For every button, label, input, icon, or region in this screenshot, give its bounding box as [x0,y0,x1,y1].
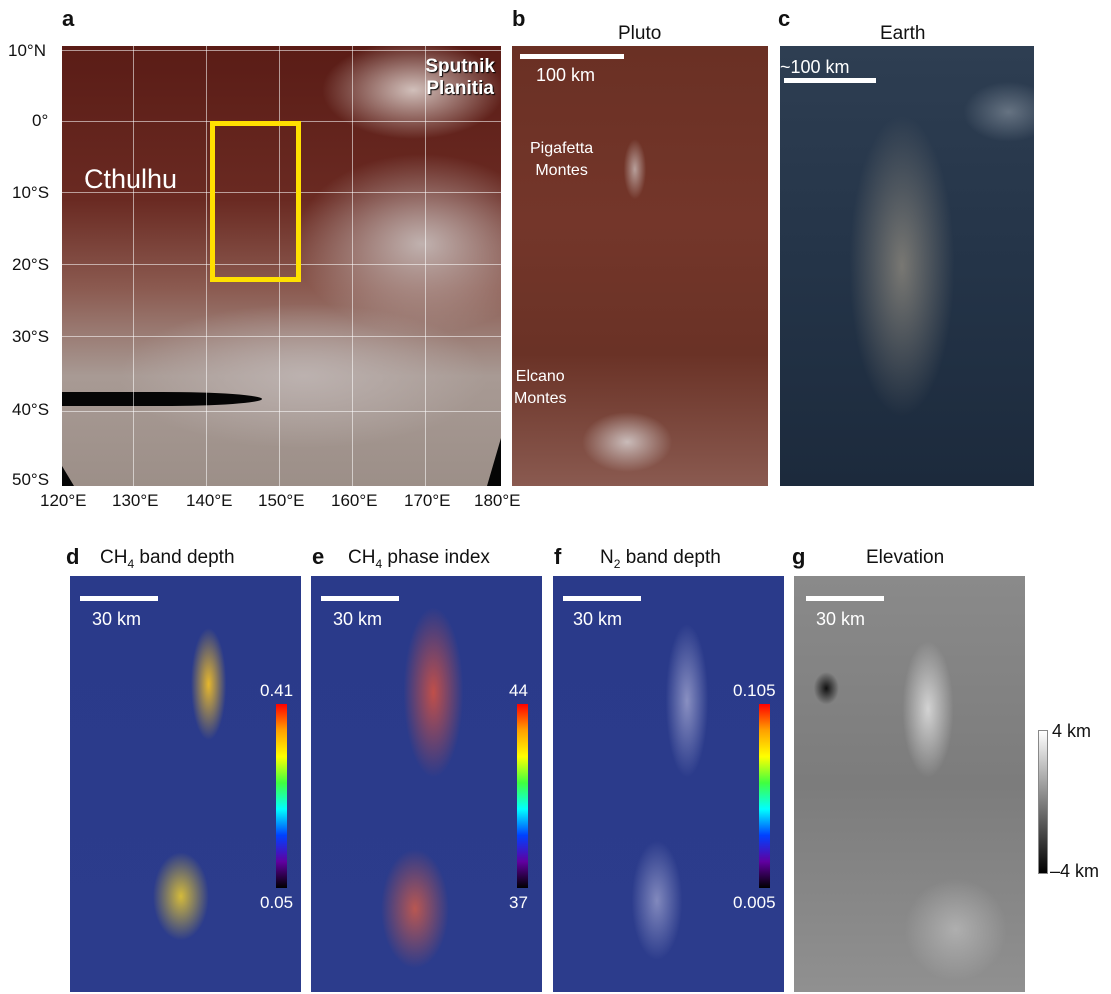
scale-bar [784,78,876,83]
scale-bar [80,596,158,601]
title-text: band depth [620,547,721,568]
panel-e-image: 30 km 44 37 [311,576,542,992]
panel-f-title: N2 band depth [600,548,721,574]
panel-e-title: CH4 phase index [348,548,490,574]
panel-a-map: Cthulhu Sputnik Planitia [62,46,501,486]
colorbar-min: 0.005 [733,893,776,912]
colorbar-min: 0.05 [260,893,294,912]
panel-c-image: ~100 km [780,46,1034,486]
panel-d-image: 30 km 0.41 0.05 [70,576,301,992]
pigafetta-line2: Montes [535,162,588,179]
grid-line [206,46,207,486]
title-subscript: 4 [127,556,135,571]
lat-tick: 50°S [12,470,50,489]
elcano-line2: Montes [514,390,567,407]
title-text: CH [100,547,128,568]
grid-line [279,46,280,486]
grid-line [62,192,501,193]
lon-tick: 170°E [404,491,451,510]
title-text: CH [348,547,376,568]
grid-line [62,264,501,265]
data-gap-corner-left [62,466,74,486]
sputnik-planitia-label: Sputnik Planitia [425,56,495,100]
scale-bar [321,596,399,601]
colorbar-max: 44 [509,681,528,700]
grid-line [133,46,134,486]
elevation-colorbar [1038,730,1048,874]
elcano-montes-label: Elcano Montes [514,366,566,410]
title-subscript: 2 [613,556,621,571]
colorbar-min: 37 [509,893,528,912]
elcano-line1: Elcano [515,368,565,385]
scale-bar-label: 100 km [536,65,596,85]
lat-tick: 10°N [8,41,46,60]
cthulhu-label: Cthulhu [84,164,178,194]
grid-line [425,46,426,486]
lon-tick: 180°E [474,491,521,510]
elevation-max: 4 km [1052,721,1092,741]
colorbar-max: 0.105 [733,681,776,700]
lat-tick: 20°S [12,255,50,274]
title-subscript: 4 [375,556,383,571]
panel-g-title: Elevation [866,547,945,568]
title-text: band depth [134,547,235,568]
colorbar [276,704,287,888]
colorbar [517,704,528,888]
lon-tick: 150°E [258,491,305,510]
lat-tick: 10°S [12,183,50,202]
lat-tick: 0° [32,111,49,130]
scale-bar-label: ~100 km [780,57,850,77]
panel-f-image: 30 km 0.105 0.005 [553,576,784,992]
lon-tick: 160°E [331,491,378,510]
scale-bar [520,54,624,59]
lon-tick: 120°E [40,491,87,510]
lat-tick: 40°S [12,400,50,419]
grid-line [62,50,501,51]
grid-line [352,46,353,486]
sputnik-label-line2: Planitia [426,78,494,99]
colorbar-max: 0.41 [260,681,294,700]
title-text: phase index [382,547,490,568]
panel-f-letter: f [554,544,562,569]
lon-tick: 140°E [186,491,233,510]
panel-b-image: 100 km Pigafetta Montes Elcano Montes [512,46,768,486]
elevation-min: –4 km [1050,861,1100,881]
panel-d-title: CH4 band depth [100,548,235,574]
data-gap-corner-right [487,438,501,486]
panel-b-title: Pluto [618,23,662,44]
pigafetta-montes-label: Pigafetta Montes [530,138,593,182]
sputnik-label-line1: Sputnik [425,56,495,77]
panel-a-letter: a [62,6,75,31]
grid-line [62,411,501,412]
pigafetta-line1: Pigafetta [530,140,594,157]
region-highlight-box [210,121,301,282]
lat-tick: 30°S [12,327,50,346]
scale-bar [563,596,641,601]
scale-bar-label: 30 km [333,609,383,629]
panel-e-letter: e [312,544,325,569]
data-gap-strip [62,392,262,406]
grid-line [62,336,501,337]
title-text: N [600,547,614,568]
colorbar [759,704,770,888]
scale-bar-label: 30 km [92,609,142,629]
panel-c-letter: c [778,6,791,31]
panel-b-letter: b [512,6,526,31]
scale-bar-label: 30 km [573,609,623,629]
panel-g-letter: g [792,544,806,569]
scale-bar [806,596,884,601]
scale-bar-label: 30 km [816,609,866,629]
panel-g-image: 30 km [794,576,1025,992]
panel-c-title: Earth [880,23,926,44]
lon-tick: 130°E [112,491,159,510]
panel-d-letter: d [66,544,80,569]
